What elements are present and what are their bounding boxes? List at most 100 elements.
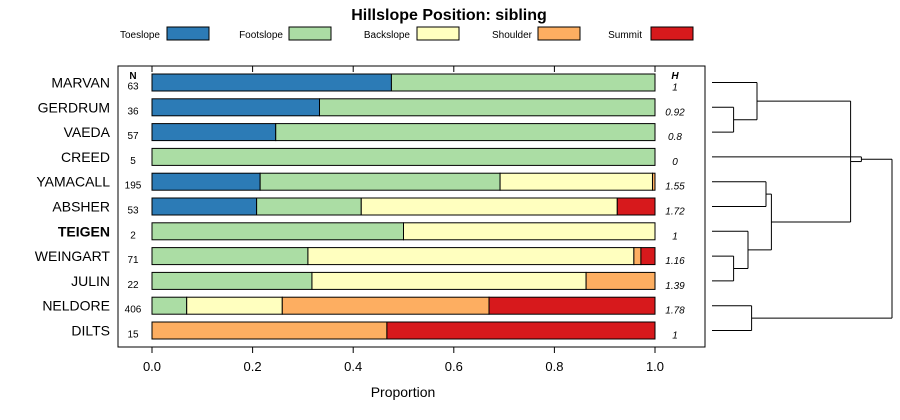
legend-swatch-backslope: [416, 26, 460, 41]
bar-segment-toeslope: [151, 123, 277, 142]
bar-segment-backslope: [186, 296, 283, 315]
x-tick-label: 0.8: [545, 359, 563, 374]
dendrogram: [712, 82, 893, 331]
n-value: 63: [127, 82, 139, 93]
n-value: 195: [125, 181, 142, 192]
n-value: 5: [130, 156, 136, 167]
n-value: 406: [125, 305, 142, 316]
h-value: 0: [672, 157, 678, 168]
row-label: CREED: [61, 149, 110, 165]
row-label: MARVAN: [51, 75, 110, 91]
n-value: 53: [127, 206, 139, 217]
legend-label-backslope: Backslope: [364, 30, 411, 41]
h-value: 1: [672, 231, 678, 242]
row-label: NELDORE: [42, 298, 110, 314]
bar-segment-footslope: [151, 296, 188, 315]
legend: Toeslope Footslope Backslope Shoulder Summit: [120, 26, 694, 41]
bar-segment-footslope: [275, 123, 656, 142]
bar-segment-footslope: [151, 222, 404, 241]
bar-segment-shoulder: [585, 271, 656, 290]
legend-swatch-toeslope: [166, 26, 210, 41]
legend-label-shoulder: Shoulder: [492, 30, 533, 41]
chart-title: Hillslope Position: sibling: [351, 7, 547, 24]
row-gerdrum: GERDRUM 36 0.92: [38, 98, 685, 118]
bar-segment-toeslope: [151, 73, 392, 92]
h-value: 1: [672, 83, 678, 94]
bar-segment-footslope: [151, 247, 309, 266]
n-value: 36: [127, 106, 139, 117]
row-label: VAEDA: [64, 124, 111, 140]
bar-segment-backslope: [499, 172, 653, 191]
x-tick-label: 0.2: [244, 359, 262, 374]
row-creed: CREED 5 0: [61, 147, 678, 168]
row-julin: JULIN 22 1.39: [71, 271, 685, 292]
bar-segment-backslope: [403, 222, 656, 241]
h-value: 1.72: [665, 207, 685, 218]
row-dilts: DILTS 15 1: [71, 321, 678, 342]
bar-segment-toeslope: [151, 98, 320, 117]
n-value: 22: [127, 280, 139, 291]
row-absher: ABSHER 53 1.72: [52, 197, 685, 218]
row-label: DILTS: [71, 323, 110, 339]
n-value: 15: [127, 330, 139, 341]
x-axis-label: Proportion: [371, 384, 436, 400]
bar-segment-shoulder: [281, 296, 490, 315]
row-label: ABSHER: [52, 199, 110, 215]
row-label: WEINGART: [35, 248, 111, 264]
bar-segment-backslope: [307, 247, 635, 266]
legend-swatch-shoulder: [537, 26, 581, 41]
h-value: 0.8: [668, 132, 682, 143]
row-weingart: WEINGART 71 1.16: [35, 247, 685, 267]
x-tick-label: 0.6: [445, 359, 463, 374]
row-neldore: NELDORE 406 1.78: [42, 296, 685, 317]
row-teigen: TEIGEN 2 1: [58, 222, 678, 242]
bar-segment-footslope: [151, 271, 313, 290]
bar-segment-backslope: [311, 271, 587, 290]
bar-segment-footslope: [259, 172, 501, 191]
bar-segment-summit: [616, 197, 656, 216]
bar-segment-summit: [488, 296, 656, 315]
h-value: 0.92: [665, 107, 685, 118]
bar-segment-shoulder: [651, 172, 656, 191]
bar-segment-summit: [386, 321, 656, 340]
legend-label-footslope: Footslope: [239, 30, 283, 41]
n-value: 2: [130, 230, 136, 241]
bar-segment-footslope: [256, 197, 362, 216]
n-value: 57: [127, 131, 139, 142]
h-value: 1.39: [665, 281, 685, 292]
h-value: 1.78: [665, 306, 685, 317]
legend-label-toeslope: Toeslope: [120, 30, 160, 41]
bar-rows: MARVAN 63 1 GERDRUM 36 0.92 VAEDA 57 0.8 CREED 5 0 Y…: [35, 73, 685, 342]
h-value: 1.16: [665, 256, 685, 267]
bar-segment-footslope: [318, 98, 656, 117]
legend-swatch-footslope: [288, 26, 332, 41]
h-value: 1: [672, 331, 678, 342]
bar-segment-footslope: [151, 147, 656, 166]
row-vaeda: VAEDA 57 0.8: [64, 123, 682, 143]
bar-segment-toeslope: [151, 172, 261, 191]
bar-segment-summit: [640, 247, 656, 266]
row-label: GERDRUM: [38, 99, 110, 115]
bar-segment-toeslope: [151, 197, 258, 216]
row-marvan: MARVAN 63 1: [51, 73, 678, 94]
bar-segment-footslope: [390, 73, 656, 92]
bar-segment-backslope: [360, 197, 618, 216]
n-column-header: N: [129, 71, 136, 82]
x-tick-label: 0.0: [143, 359, 161, 374]
row-yamacall: YAMACALL 195 1.55: [36, 172, 685, 193]
x-tick-label: 1.0: [646, 359, 664, 374]
row-label: YAMACALL: [36, 174, 110, 190]
n-value: 71: [127, 255, 139, 266]
legend-label-summit: Summit: [608, 30, 642, 41]
x-axis: 0.0 0.2 0.4 0.6 0.8 1.0: [143, 66, 664, 374]
row-label: JULIN: [71, 273, 110, 289]
legend-swatch-summit: [650, 26, 694, 41]
bar-segment-shoulder: [633, 247, 642, 266]
h-column-header: H: [671, 71, 679, 82]
bar-segment-shoulder: [151, 321, 388, 340]
row-label: TEIGEN: [58, 223, 110, 239]
plot-frame: [117, 65, 706, 348]
h-value: 1.55: [665, 182, 685, 193]
x-tick-label: 0.4: [344, 359, 362, 374]
